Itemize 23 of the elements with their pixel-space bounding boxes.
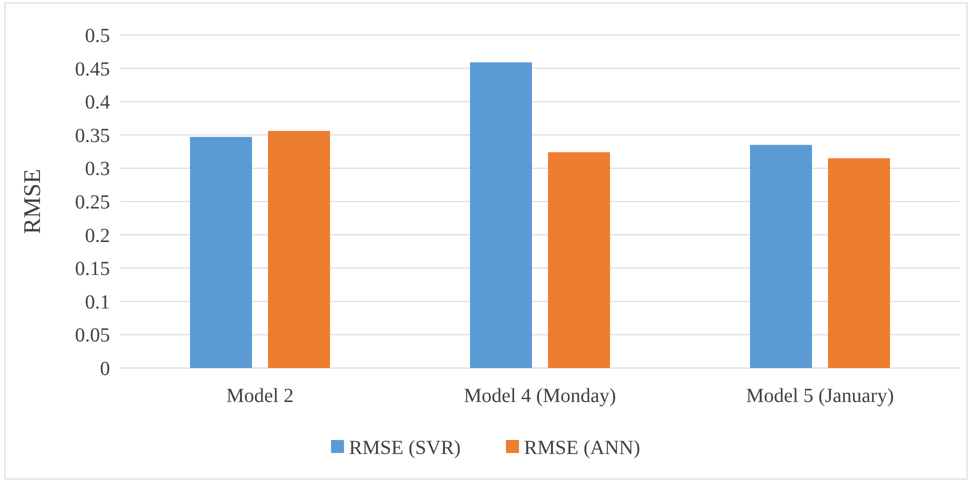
y-axis-title: RMSE	[20, 168, 46, 234]
y-tick-label: 0.2	[85, 224, 110, 247]
bar	[750, 144, 812, 368]
y-tick-label: 0	[100, 358, 110, 380]
y-tick-label: 0.5	[85, 25, 110, 47]
y-tick-label: 0.05	[75, 324, 110, 347]
y-tick-label: 0.25	[75, 192, 110, 214]
y-tick-label: 0.45	[75, 58, 110, 80]
bar	[190, 136, 252, 368]
y-tick-label: 0.3	[85, 158, 110, 180]
legend-label: RMSE (SVR)	[349, 437, 461, 459]
x-tick-label: Model 4 (Monday)	[464, 385, 616, 407]
y-tick-label: 0.4	[85, 92, 110, 114]
x-tick-label: Model 2	[226, 385, 294, 407]
y-tick-label: 0.15	[75, 258, 110, 280]
bar	[470, 62, 532, 368]
bar	[548, 152, 610, 368]
x-tick-label: Model 5 (January)	[746, 385, 894, 407]
y-tick-label: 0.35	[75, 124, 110, 147]
bar	[268, 130, 330, 368]
legend-label: RMSE (ANN)	[524, 437, 640, 459]
bar	[828, 158, 890, 368]
y-tick-label: 0.1	[85, 291, 110, 314]
